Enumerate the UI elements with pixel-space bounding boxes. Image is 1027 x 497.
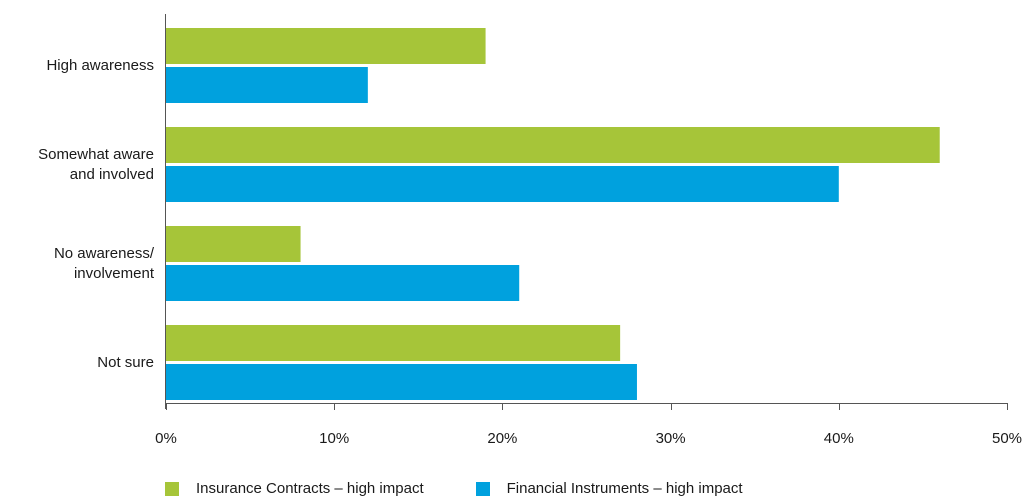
x-tick-label: 10% xyxy=(319,430,350,447)
category-label: Not sure xyxy=(0,353,154,373)
x-tick-label: 50% xyxy=(991,430,1023,447)
bar-financial-instruments-0 xyxy=(166,67,368,103)
legend-item: Insurance Contracts – high impact xyxy=(165,480,424,497)
category-label-line: Not sure xyxy=(97,353,154,371)
legend-item: Financial Instruments – high impact xyxy=(475,480,743,497)
bar-financial-instruments-3 xyxy=(166,364,637,400)
bar-insurance-contracts-2 xyxy=(166,226,301,262)
category-label: Somewhat aware and involved xyxy=(0,145,154,185)
category-label-line: and involved xyxy=(69,165,154,183)
x-tick-label: 30% xyxy=(655,430,686,447)
category-label: No awareness/involvement xyxy=(0,244,154,284)
legend-swatch xyxy=(475,481,490,496)
legend-label: Financial Instruments – high impact xyxy=(506,480,743,497)
bar-financial-instruments-2 xyxy=(166,265,520,301)
category-label-line: Somewhat aware xyxy=(38,145,154,163)
category-label-line: No awareness/ xyxy=(53,244,154,262)
category-label-line: involvement xyxy=(73,264,154,282)
bar-insurance-contracts-0 xyxy=(166,28,486,64)
bar-insurance-contracts-3 xyxy=(166,325,621,361)
category-label: High awareness xyxy=(0,56,154,76)
bar-financial-instruments-1 xyxy=(166,166,839,202)
legend-label: Insurance Contracts – high impact xyxy=(196,480,424,497)
x-tick-label: 40% xyxy=(823,430,854,447)
legend-swatch xyxy=(165,481,179,496)
legend: Insurance Contracts – high impact Financi… xyxy=(165,480,783,497)
bar-insurance-contracts-1 xyxy=(166,127,940,163)
category-label-line: High awareness xyxy=(46,56,154,74)
x-tick-label: 0% xyxy=(155,430,177,447)
x-tick-label: 20% xyxy=(487,430,518,447)
